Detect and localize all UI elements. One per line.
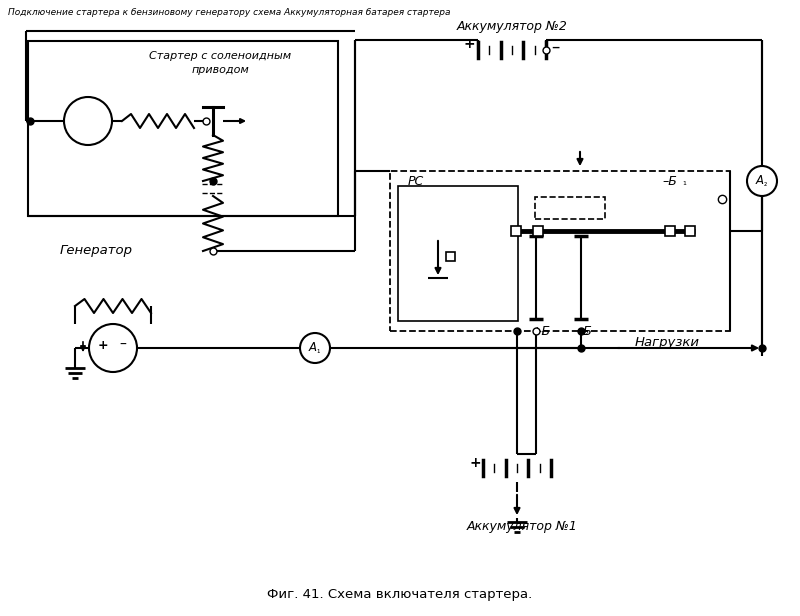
- Bar: [446, 251, 455, 261]
- Bar: [511, 226, 521, 236]
- Text: Аккумулятор №1: Аккумулятор №1: [466, 520, 578, 533]
- Circle shape: [300, 333, 330, 363]
- Bar: [390, 171, 730, 331]
- Text: А$_₂$: А$_₂$: [755, 174, 769, 188]
- Text: –: –: [551, 38, 559, 56]
- Circle shape: [89, 324, 137, 372]
- Bar: [398, 186, 518, 321]
- Text: +: +: [98, 339, 108, 352]
- Circle shape: [747, 166, 777, 196]
- Text: А$_₁$: А$_₁$: [308, 341, 322, 355]
- Bar: [685, 226, 695, 236]
- Bar: [535, 197, 605, 219]
- Text: +Б: +Б: [532, 325, 551, 338]
- Text: –: –: [119, 338, 126, 352]
- Text: ₂: ₂: [585, 327, 589, 337]
- Circle shape: [64, 97, 112, 145]
- Text: РС: РС: [408, 175, 424, 188]
- Text: Аккумулятор №2: Аккумулятор №2: [457, 20, 567, 33]
- Text: –Б: –Б: [577, 325, 592, 338]
- Text: Фиг. 41. Схема включателя стартера.: Фиг. 41. Схема включателя стартера.: [267, 588, 533, 601]
- Text: +: +: [463, 37, 475, 51]
- Text: ₁: ₁: [682, 177, 686, 187]
- Text: –Б: –Б: [662, 175, 677, 188]
- Bar: [533, 226, 543, 236]
- Text: Генератор: Генератор: [60, 244, 133, 257]
- Text: приводом: приводом: [191, 65, 249, 75]
- Text: +: +: [469, 456, 481, 470]
- Bar: [665, 226, 675, 236]
- Bar: [28, 41, 338, 216]
- Text: Нагрузки: Нагрузки: [635, 336, 700, 349]
- Text: Подключение стартера к бензиновому генератору схема Аккумуляторная батарея старт: Подключение стартера к бензиновому генер…: [8, 8, 450, 17]
- Text: Стартер с соленоидным: Стартер с соленоидным: [149, 51, 291, 61]
- Text: ₁: ₁: [540, 327, 544, 337]
